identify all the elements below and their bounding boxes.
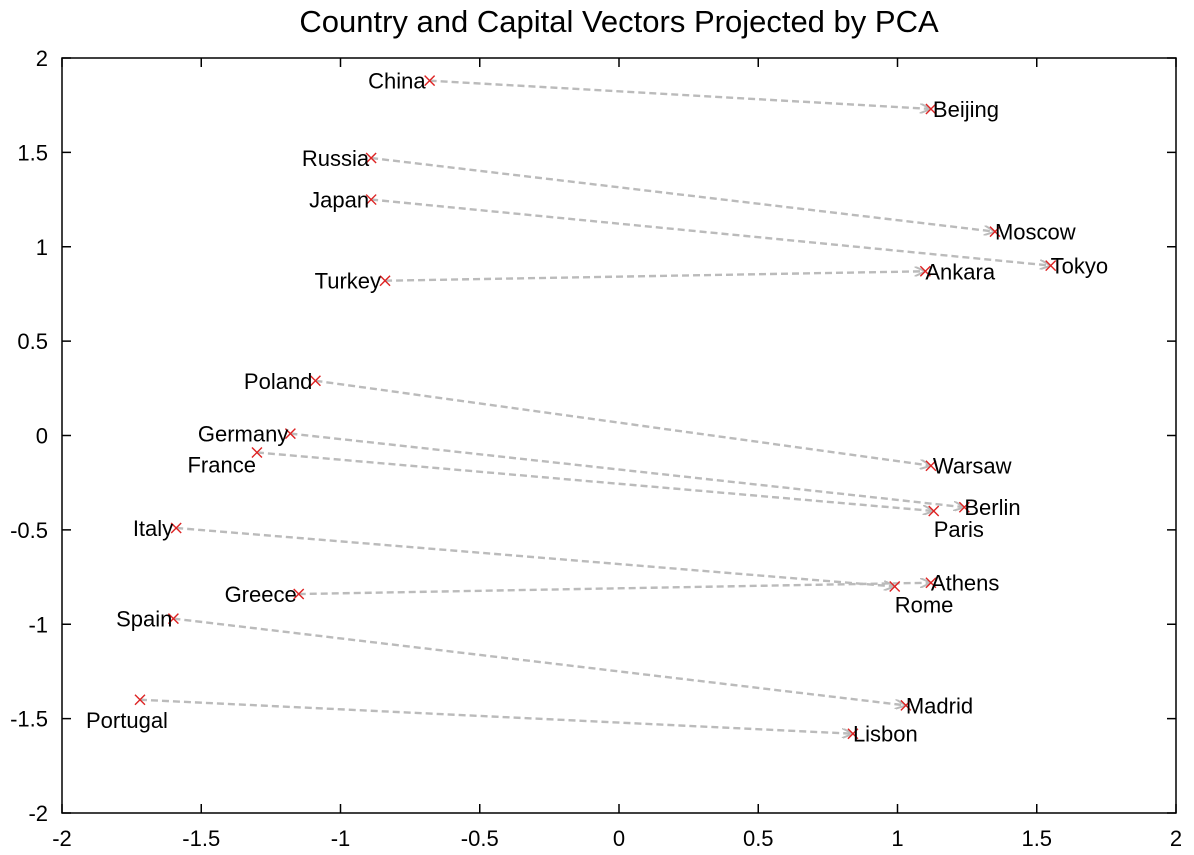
point-marker-russia [365,152,377,164]
arrow-china-beijing [429,79,931,109]
point-label-rome: Rome [895,593,954,618]
point-marker-lisbon [847,728,859,740]
point-label-moscow: Moscow [995,220,1076,245]
arrow-russia-moscow [370,156,995,232]
x-tick-label: -2 [52,826,72,851]
x-tick-label: -0.5 [461,826,499,851]
point-label-russia: Russia [302,146,370,171]
point-label-france: France [187,452,255,477]
x-tick-label: 1.5 [1021,826,1052,851]
point-marker-france [251,446,263,458]
point-label-germany: Germany [198,422,288,447]
markers-layer [134,75,1057,740]
point-marker-ankara [919,265,931,277]
chart-title: Country and Capital Vectors Projected by… [299,4,939,39]
point-marker-italy [170,522,182,534]
point-marker-warsaw [925,460,937,472]
point-marker-japan [365,194,377,206]
point-label-spain: Spain [116,607,172,632]
y-tick-label: -2 [28,801,48,826]
point-label-warsaw: Warsaw [933,454,1012,479]
y-tick-label: 1.5 [17,140,48,165]
point-label-greece: Greece [225,582,297,607]
axes-layer: -2 -1.5 -1 -0.5 0 0.5 1 1.5 2 -2 -1.5 -1 -0.5 0 0.5 1 1.… [10,46,1182,851]
point-marker-rome [889,581,901,592]
point-marker-spain [167,613,179,625]
x-tick-label: 0.5 [743,826,774,851]
x-tick-label: -1 [331,826,351,851]
point-label-lisbon: Lisbon [853,722,918,747]
x-tick-label: 1 [891,826,903,851]
point-marker-china [424,75,436,87]
point-label-paris: Paris [934,517,984,542]
point-label-poland: Poland [244,369,313,394]
x-tick-label: 2 [1170,826,1182,851]
point-label-madrid: Madrid [906,693,973,718]
point-label-italy: Italy [133,516,173,541]
arrow-poland-warsaw [315,379,930,466]
y-tick-label: -0.5 [10,518,48,543]
point-marker-berlin [958,501,970,513]
point-label-beijing: Beijing [933,97,999,122]
point-marker-madrid [900,699,912,711]
arrow-greece-athens [298,583,931,596]
point-marker-moscow [989,226,1001,238]
point-marker-paris [928,505,940,517]
y-tick-label: -1 [28,612,48,637]
arrow-germany-berlin [290,432,964,508]
y-tick-label: 0 [36,424,48,449]
point-marker-athens [925,577,937,589]
arrow-spain-madrid [173,617,905,706]
point-marker-tokyo [1045,260,1057,272]
arrow-france-paris [256,451,934,511]
point-label-ankara: Ankara [925,259,995,284]
point-marker-portugal [134,694,146,706]
labels-layer: China Beijing Russia Moscow Japan Tokyo Turkey… [86,69,1108,747]
x-tick-label: -1.5 [182,826,220,851]
y-tick-label: -1.5 [10,707,48,732]
point-marker-beijing [925,103,937,115]
arrow-italy-rome [176,526,895,587]
point-marker-germany [284,428,296,440]
point-marker-greece [293,588,305,600]
arrow-turkey-ankara [385,271,925,282]
point-label-berlin: Berlin [964,495,1020,520]
arrow-japan-tokyo [371,198,1051,266]
point-label-turkey: Turkey [315,269,381,294]
point-label-china: China [368,69,426,94]
y-tick-label: 1 [36,235,48,260]
point-label-tokyo: Tokyo [1051,254,1108,279]
arrows-layer [139,79,1051,734]
y-tick-label: 2 [36,46,48,71]
arrow-portugal-lisbon [139,698,853,734]
point-marker-turkey [379,275,391,287]
point-label-portugal: Portugal [86,708,168,733]
x-tick-label: 0 [613,826,625,851]
point-label-japan: Japan [309,188,369,213]
point-marker-poland [309,375,321,387]
point-label-athens: Athens [931,571,1000,596]
y-tick-label: 0.5 [17,329,48,354]
